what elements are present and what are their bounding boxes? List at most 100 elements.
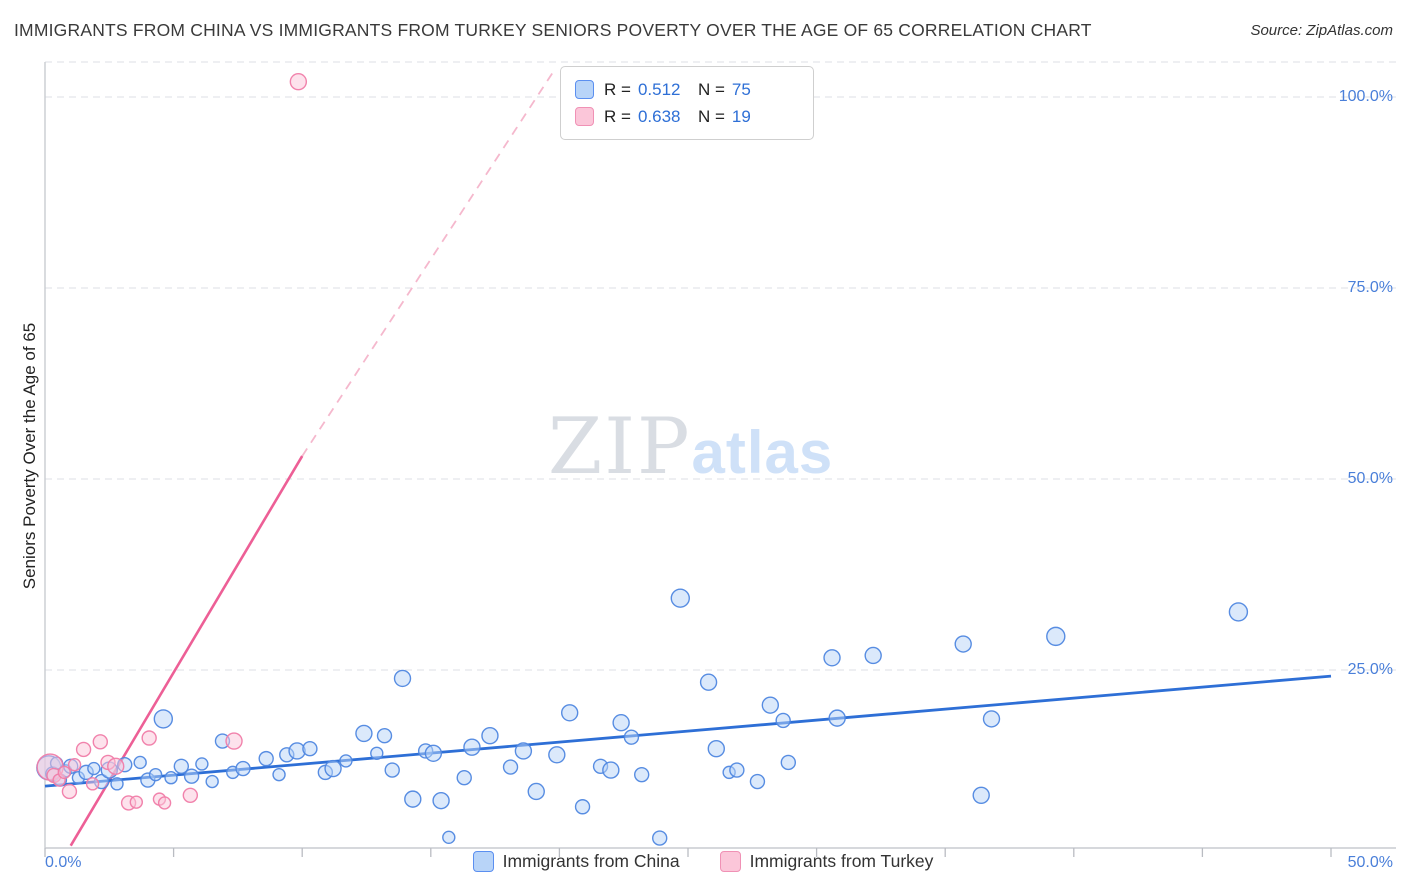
turkey-point	[75, 741, 92, 758]
legend-label-china: Immigrants from China	[502, 851, 680, 871]
turkey-legend-swatch	[575, 107, 594, 126]
china-point	[612, 714, 630, 732]
turkey-point	[141, 730, 157, 746]
china-point	[749, 773, 766, 790]
china-point	[560, 704, 579, 722]
legend-item-china: Immigrants from China	[472, 851, 680, 872]
n-value: 19	[731, 106, 751, 126]
china-point	[442, 830, 456, 845]
turkey-points	[36, 73, 308, 811]
turkey-point	[107, 757, 125, 775]
china-point	[110, 777, 124, 791]
china-point	[864, 646, 882, 665]
turkey-point	[289, 73, 308, 91]
china-point	[954, 635, 972, 653]
turkey-point	[85, 777, 100, 791]
china-point	[235, 760, 251, 777]
china-point	[302, 740, 318, 757]
china-point	[133, 755, 147, 770]
x-tick-50: 50.0%	[1347, 854, 1393, 871]
correlation-legend-row-turkey: R = 0.638 N = 19	[575, 103, 799, 130]
china-point	[355, 724, 373, 743]
china-point	[456, 770, 472, 786]
china-point	[148, 767, 163, 782]
y-tick-75: 75.0%	[1347, 279, 1393, 296]
legend-label-turkey: Immigrants from Turkey	[749, 851, 934, 871]
china-point	[982, 710, 1001, 728]
china-point	[761, 696, 780, 714]
chart-title: IMMIGRANTS FROM CHINA VS IMMIGRANTS FROM…	[14, 20, 1092, 40]
legend-item-turkey: Immigrants from Turkey	[719, 851, 934, 872]
china-point	[502, 759, 519, 775]
china-trendline	[44, 674, 1332, 788]
china-point	[424, 744, 443, 762]
turkey-point	[129, 795, 144, 809]
r-label: R =	[604, 106, 631, 126]
y-tick-100: 100.0%	[1338, 88, 1393, 105]
turkey-point	[57, 765, 71, 780]
china-point	[602, 761, 620, 779]
watermark-zip: ZIP	[548, 402, 692, 492]
watermark-atlas: atlas	[691, 419, 834, 486]
axes	[44, 62, 1396, 857]
china-point	[153, 709, 174, 729]
r-value: 0.512	[637, 79, 681, 99]
correlation-legend-row-china: R = 0.512 N = 75	[575, 76, 799, 103]
series-legend: Immigrants from China Immigrants from Tu…	[0, 851, 1406, 872]
n-value: 75	[731, 79, 751, 99]
turkey-point	[225, 732, 243, 750]
china-points	[36, 588, 1249, 846]
china-point	[729, 762, 745, 778]
n-label: N =	[697, 106, 725, 126]
china-point	[574, 799, 591, 815]
china-legend-swatch	[575, 80, 594, 99]
y-tick-25: 25.0%	[1347, 661, 1393, 678]
china-point	[258, 750, 274, 767]
china-point	[1046, 626, 1066, 647]
china-point	[699, 673, 718, 691]
china-point	[972, 786, 990, 804]
china-point	[376, 728, 393, 744]
china-point	[670, 588, 690, 608]
china-point	[384, 762, 400, 778]
turkey-point	[67, 758, 82, 772]
gridlines	[45, 61, 1396, 671]
china-point	[324, 759, 342, 778]
china-point	[1228, 602, 1249, 622]
china-point	[481, 727, 499, 745]
turkey-swatch	[719, 851, 741, 872]
zipatlas-watermark: ZIP atlas	[548, 402, 833, 492]
turkey-point	[182, 787, 199, 803]
china-point	[463, 738, 481, 756]
china-point	[272, 767, 286, 782]
n-label: N =	[697, 79, 725, 99]
china-point	[432, 791, 450, 810]
china-point	[164, 771, 178, 785]
source-label: Source: ZipAtlas.com	[1250, 22, 1393, 39]
china-point	[780, 754, 797, 771]
r-value: 0.638	[637, 106, 681, 126]
china-point	[548, 746, 566, 764]
turkey-trendline-extension	[301, 69, 556, 457]
china-point	[339, 754, 353, 768]
china-point	[652, 830, 668, 846]
r-label: R =	[604, 79, 631, 99]
china-swatch	[472, 851, 494, 872]
turkey-point	[92, 734, 108, 750]
china-point	[205, 774, 219, 789]
x-tick-0: 0.0%	[45, 854, 82, 871]
china-point	[514, 742, 533, 760]
china-point	[87, 761, 101, 776]
china-point	[173, 758, 190, 774]
china-point	[527, 782, 545, 801]
correlation-legend: R = 0.512 N = 75 R = 0.638 N = 19	[560, 66, 814, 140]
china-point	[634, 766, 650, 783]
china-point	[393, 669, 412, 688]
china-point	[828, 709, 846, 727]
china-point	[623, 729, 640, 745]
china-point	[404, 790, 422, 808]
y-tick-50: 50.0%	[1347, 470, 1393, 487]
china-point	[823, 649, 841, 667]
turkey-point	[157, 796, 172, 810]
